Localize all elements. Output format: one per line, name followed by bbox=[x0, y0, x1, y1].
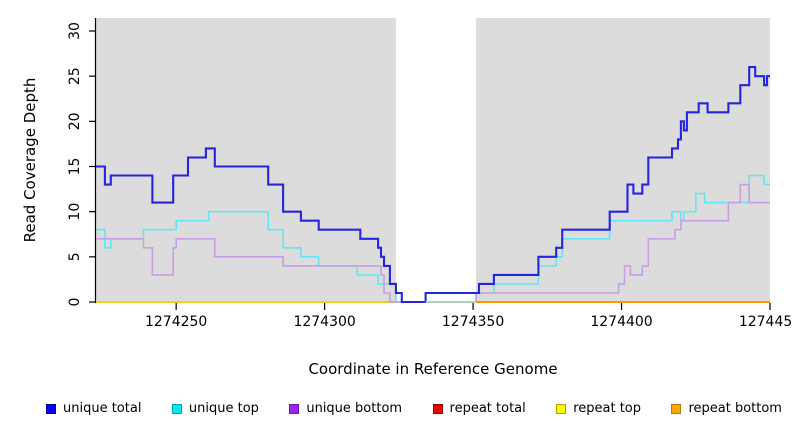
legend-swatch-icon bbox=[289, 403, 300, 414]
legend-label: unique top bbox=[188, 401, 259, 416]
y-tick-label: 15 bbox=[67, 158, 83, 176]
y-axis-title: Read Coverage Depth bbox=[21, 77, 39, 243]
legend-label: unique bottom bbox=[306, 401, 403, 416]
legend-label: repeat total bbox=[449, 401, 526, 416]
y-tick-label: 30 bbox=[67, 22, 83, 40]
y-tick-label: 10 bbox=[67, 203, 83, 221]
legend-swatch-icon bbox=[46, 403, 56, 414]
x-tick-label: 1274250 bbox=[145, 314, 207, 330]
y-tick-label: 25 bbox=[67, 67, 83, 85]
masked-region bbox=[395, 18, 477, 303]
legend-item-repeat-top: repeat top bbox=[556, 401, 641, 416]
legend-swatch-icon bbox=[671, 403, 682, 414]
x-axis-title: Coordinate in Reference Genome bbox=[308, 360, 558, 378]
legend-label: unique total bbox=[63, 401, 142, 416]
x-tick-label: 1274300 bbox=[293, 314, 355, 330]
legend-item-unique-bottom: unique bottom bbox=[289, 401, 402, 416]
legend-label: repeat bottom bbox=[688, 401, 782, 416]
series-unique-bottom bbox=[96, 183, 770, 303]
legend-swatch-icon bbox=[556, 403, 567, 414]
y-tick-label: 20 bbox=[67, 112, 83, 130]
x-tick-label: 1274450 bbox=[739, 314, 792, 330]
chart-legend: unique total unique top unique bottom repea… bbox=[46, 401, 782, 416]
legend-item-unique-total: unique total bbox=[46, 401, 141, 416]
legend-label: repeat top bbox=[573, 401, 641, 416]
y-tick-label: 0 bbox=[67, 298, 83, 307]
legend-item-repeat-bottom: repeat bottom bbox=[671, 401, 782, 416]
x-tick-label: 1274350 bbox=[442, 314, 504, 330]
x-tick-label: 1274400 bbox=[590, 314, 652, 330]
series-unique-total bbox=[96, 66, 770, 304]
legend-swatch-icon bbox=[171, 403, 182, 414]
legend-item-unique-top: unique top bbox=[171, 401, 259, 416]
y-tick-label: 5 bbox=[67, 252, 83, 261]
legend-item-repeat-total: repeat total bbox=[432, 401, 526, 416]
legend-swatch-icon bbox=[432, 403, 443, 414]
